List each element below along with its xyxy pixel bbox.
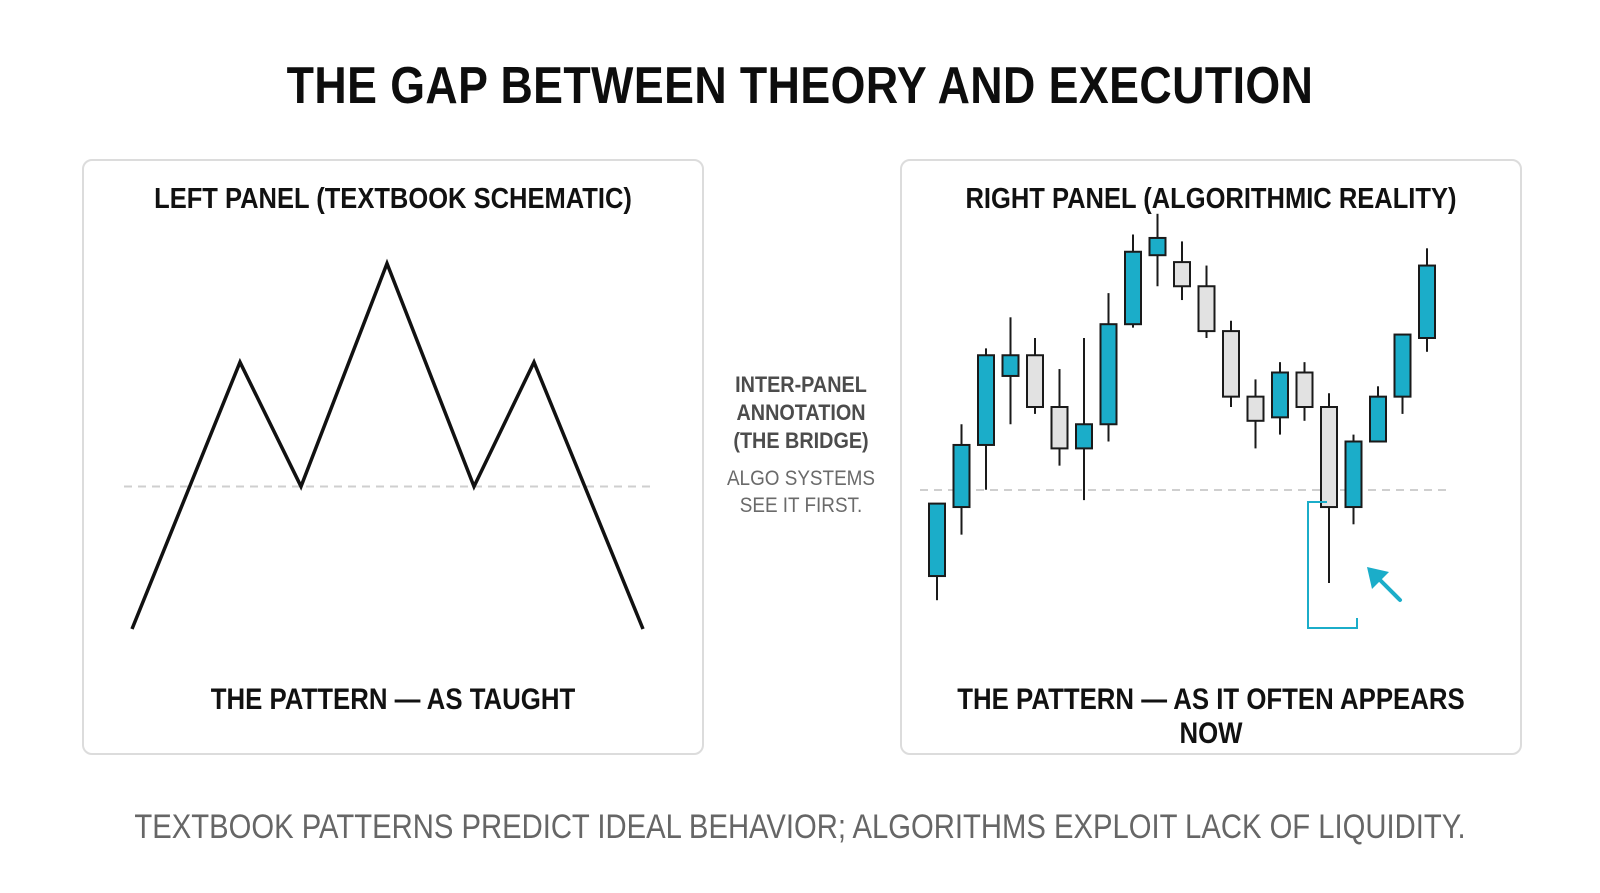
candlestick bbox=[1320, 393, 1338, 583]
candle-body bbox=[952, 443, 971, 509]
candlestick bbox=[1344, 434, 1363, 525]
candle-body bbox=[1026, 354, 1044, 408]
bridge-title: INTER-PANEL ANNOTATION (THE BRIDGE) bbox=[713, 371, 889, 455]
candle-body bbox=[1369, 395, 1387, 443]
right-panel-heading: RIGHT PANEL (ALGORITHMIC REALITY) bbox=[965, 183, 1457, 215]
algorithmic-reality-chart bbox=[920, 213, 1447, 629]
candlestick bbox=[1001, 317, 1020, 425]
sweep-bracket bbox=[1307, 501, 1358, 629]
candle-body bbox=[977, 354, 995, 446]
bridge-title-line: INTER-PANEL bbox=[735, 372, 867, 397]
candlestick bbox=[1050, 369, 1069, 466]
left-panel-heading: LEFT PANEL (TEXTBOOK SCHEMATIC) bbox=[154, 183, 632, 215]
candle-body bbox=[1001, 354, 1020, 377]
footer-statement: TEXTBOOK PATTERNS PREDICT IDEAL BEHAVIOR… bbox=[134, 808, 1466, 846]
candlestick bbox=[1173, 241, 1191, 301]
right-panel: RIGHT PANEL (ALGORITHMIC REALITY) THE PA… bbox=[900, 159, 1522, 755]
bridge-subtitle-line: SEE IT FIRST. bbox=[739, 494, 863, 517]
bridge-subtitle: ALGO SYSTEMS SEE IT FIRST. bbox=[713, 465, 889, 519]
candlestick bbox=[1124, 234, 1142, 328]
candlestick bbox=[1271, 362, 1289, 435]
candle-body bbox=[1050, 406, 1069, 450]
candlestick bbox=[1246, 379, 1265, 449]
candlestick bbox=[1295, 362, 1314, 421]
candle-body bbox=[1320, 406, 1338, 509]
candle-body bbox=[1197, 285, 1216, 333]
candle-body bbox=[1295, 371, 1314, 408]
candlestick bbox=[1099, 293, 1118, 442]
left-panel-caption: THE PATTERN — AS TAUGHT bbox=[210, 683, 576, 716]
candlestick bbox=[1197, 265, 1216, 338]
candlestick bbox=[1418, 248, 1436, 352]
candle-body bbox=[1246, 395, 1265, 422]
candle-body bbox=[928, 502, 946, 578]
candlestick bbox=[1369, 386, 1387, 443]
candle-body bbox=[1099, 323, 1118, 426]
candle-body bbox=[1271, 371, 1289, 419]
textbook-schematic-chart bbox=[124, 258, 650, 630]
candlestick bbox=[1148, 213, 1167, 287]
candlestick bbox=[977, 348, 995, 490]
inter-panel-annotation: INTER-PANEL ANNOTATION (THE BRIDGE) ALGO… bbox=[703, 371, 899, 519]
left-panel: LEFT PANEL (TEXTBOOK SCHEMATIC) THE PATT… bbox=[82, 159, 704, 755]
right-panel-caption: THE PATTERN — AS IT OFTEN APPEARS NOW bbox=[957, 683, 1465, 750]
candlestick bbox=[928, 502, 946, 601]
candle-body bbox=[1222, 330, 1240, 398]
arrow-head-icon bbox=[1367, 567, 1389, 589]
candlestick bbox=[1222, 320, 1240, 407]
candle-body bbox=[1173, 261, 1191, 288]
bridge-title-line: ANNOTATION bbox=[736, 400, 866, 425]
bridge-title-line: (THE BRIDGE) bbox=[733, 428, 869, 453]
candlestick bbox=[1075, 338, 1093, 501]
candle-body bbox=[1075, 423, 1093, 450]
candlestick bbox=[952, 424, 971, 535]
candle-body bbox=[1418, 264, 1436, 339]
candlestick bbox=[1026, 338, 1044, 414]
candle-body bbox=[1344, 440, 1363, 509]
page-title: THE GAP BETWEEN THEORY AND EXECUTION bbox=[286, 57, 1314, 115]
candlestick bbox=[1393, 333, 1412, 414]
candle-body bbox=[1124, 250, 1142, 326]
pattern-line bbox=[130, 258, 645, 630]
candle-body bbox=[1148, 236, 1167, 257]
bridge-subtitle-line: ALGO SYSTEMS bbox=[726, 467, 876, 490]
candle-body bbox=[1393, 333, 1412, 398]
